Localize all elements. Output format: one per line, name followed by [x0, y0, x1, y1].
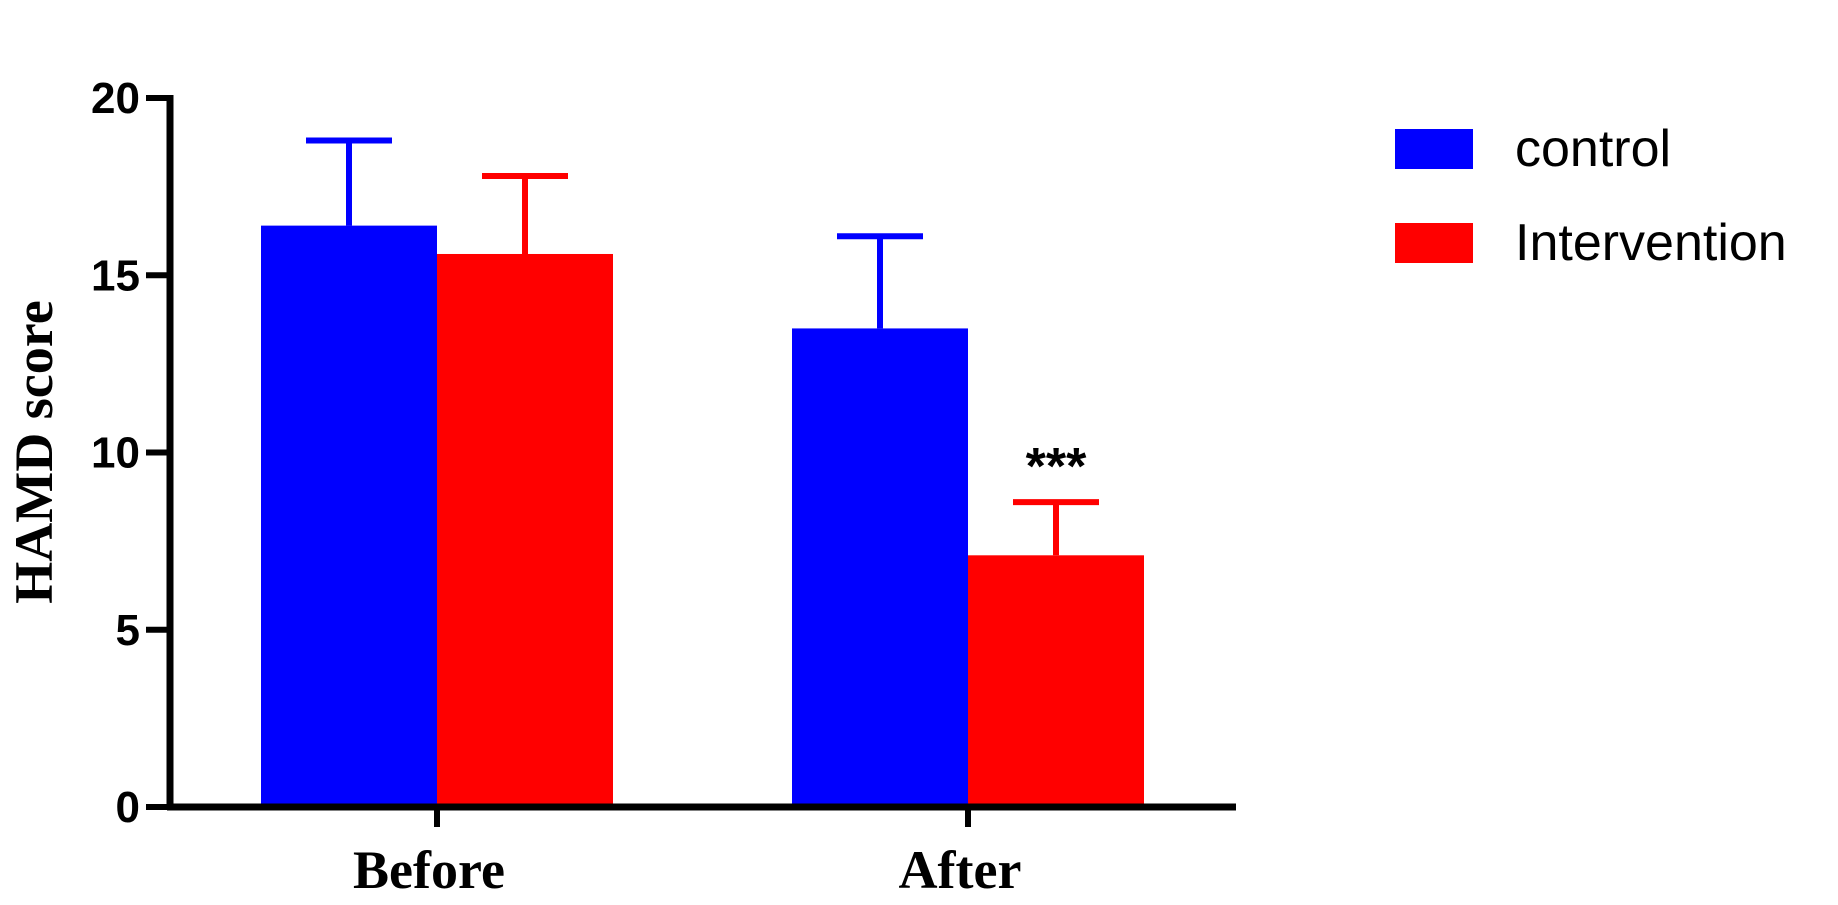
legend: control Intervention: [1395, 120, 1787, 272]
bar-after-control: [792, 328, 968, 807]
legend-label-control: control: [1515, 120, 1671, 178]
legend-swatch-intervention: [1395, 223, 1473, 263]
y-tick-label-10: 10: [91, 429, 140, 478]
x-tick-label-before: Before: [353, 840, 505, 900]
y-tick-label-15: 15: [91, 251, 140, 300]
x-tick-label-after: After: [899, 840, 1022, 900]
axes-layer: [146, 95, 1236, 827]
y-axis-label: HAMD score: [4, 300, 64, 603]
legend-swatch-control: [1395, 129, 1473, 169]
bar-before-control: [261, 225, 437, 807]
bar-before-intervention: [437, 253, 613, 808]
labels-layer: 0 5 10 15 20 Before After HAMD score ***: [4, 74, 1087, 900]
y-tick-label-0: 0: [116, 783, 140, 832]
significance-annotation: ***: [1026, 438, 1087, 496]
bars-layer: [261, 225, 1144, 808]
legend-label-intervention: Intervention: [1515, 214, 1787, 272]
y-tick-label-5: 5: [116, 606, 140, 655]
bar-after-intervention: [968, 555, 1144, 807]
y-tick-label-20: 20: [91, 74, 140, 123]
error-bars-layer: [306, 137, 1099, 556]
